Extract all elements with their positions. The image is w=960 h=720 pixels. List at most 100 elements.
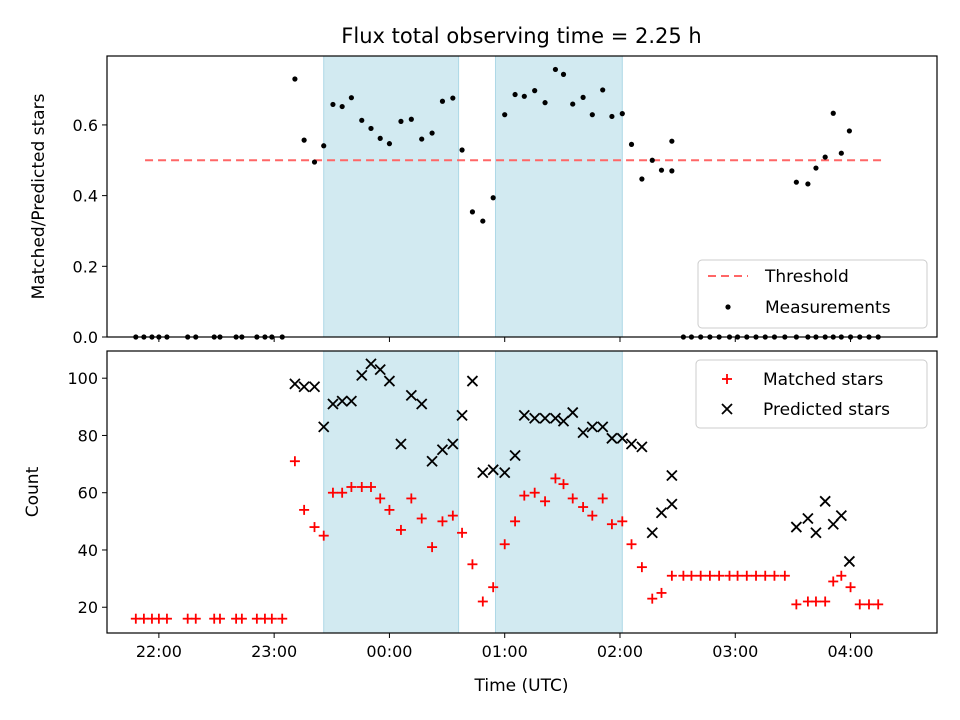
predicted-star-point-b	[646, 527, 658, 539]
matched-star-point	[346, 481, 357, 492]
matched-star-point	[779, 570, 790, 581]
predicted-star-point-b	[577, 426, 589, 439]
predicted-star-point	[646, 527, 658, 539]
measurement-point	[589, 112, 595, 118]
predicted-star-point-b	[416, 398, 428, 410]
matched-star-point	[356, 481, 367, 492]
matched-star-point	[704, 570, 715, 581]
matched-star-point	[567, 493, 578, 504]
measurement-point	[292, 76, 298, 82]
predicted-star-point	[416, 398, 428, 410]
predicted-star-point-b	[606, 432, 618, 444]
matched-star-point	[488, 582, 499, 593]
predicted-star-point-b	[597, 421, 609, 433]
top-y-axis-label: Matched/Predicted stars	[29, 93, 49, 299]
predicted-star-point-b	[835, 509, 847, 522]
predicted-star-point	[426, 455, 438, 467]
predicted-star-point-b	[436, 444, 449, 456]
measurement-point	[649, 157, 655, 163]
measurement-point	[521, 93, 527, 99]
predicted-star-point-b	[518, 409, 530, 422]
measurement-point	[502, 112, 508, 118]
predicted-star-point	[810, 527, 822, 539]
matched-star-point	[318, 530, 329, 541]
matched-star-point	[636, 562, 647, 573]
y-tick-label: 100	[67, 369, 98, 388]
shaded-interval	[494, 350, 623, 634]
predicted-star-point-b	[819, 495, 831, 507]
predicted-star-point-b	[298, 381, 310, 393]
matched-star-point	[289, 456, 300, 467]
measurement-point	[609, 113, 615, 120]
top-axes-frame	[106, 55, 938, 338]
predicted-star-point	[318, 421, 330, 433]
predicted-star-point	[374, 363, 386, 376]
matched-star-point	[416, 513, 427, 524]
measurement-point	[628, 141, 635, 147]
predicted-star-point-b	[374, 363, 386, 376]
bottom-y-ticks: 20 40 60 80 100	[67, 369, 107, 617]
top-shaded-intervals	[323, 55, 623, 338]
matched-star-point	[519, 490, 530, 501]
legend-threshold-label: Threshold	[764, 267, 849, 287]
matched-star-point	[714, 570, 725, 581]
matched-star-point	[656, 587, 667, 598]
matched-star-point	[873, 599, 884, 610]
shaded-interval	[323, 55, 460, 338]
matched-star-point	[457, 527, 468, 538]
predicted-star-point-b	[567, 406, 579, 419]
matched-star-point	[447, 510, 458, 521]
predicted-star-point-b	[466, 375, 479, 387]
legend-measurements-swatch	[725, 304, 731, 310]
measurement-point	[321, 143, 327, 149]
matched-star-point	[769, 570, 780, 581]
matched-star-point	[309, 522, 320, 533]
measurement-point	[822, 154, 828, 160]
matched-star-point	[327, 487, 338, 498]
predicted-star-point	[666, 498, 678, 510]
top-y-ticks: 0.0 0.2 0.4 0.6	[73, 116, 107, 347]
measurement-point	[408, 116, 414, 122]
predicted-star-point	[289, 378, 301, 390]
bottom-axes-frame	[106, 350, 938, 634]
predicted-star-point-b	[308, 381, 321, 393]
predicted-star-point	[802, 512, 814, 525]
measurement-point	[311, 159, 318, 165]
predicted-star-point	[606, 432, 618, 444]
predicted-star-point	[383, 375, 396, 387]
predicted-star-point	[577, 426, 589, 439]
predicted-star-point-b	[336, 395, 348, 407]
predicted-star-point	[843, 555, 856, 568]
legend-predicted-swatch	[721, 403, 733, 415]
measurement-point	[450, 95, 456, 101]
matched-star-point	[540, 496, 551, 507]
measurement-point	[398, 118, 404, 124]
matched-star-point	[854, 599, 865, 610]
x-tick-label: 00:00	[366, 642, 412, 661]
predicted-star-point	[567, 406, 579, 419]
predicted-star-point-b	[477, 467, 489, 479]
matched-star-point	[810, 596, 821, 607]
predicted-star-point-b	[356, 369, 368, 381]
measurement-point	[830, 110, 836, 116]
matched-star-point	[236, 613, 247, 624]
y-tick-label: 80	[78, 426, 98, 445]
predicted-star-point-b	[802, 512, 814, 525]
predicted-star-point-b	[549, 412, 562, 424]
predicted-star-point	[655, 507, 668, 519]
predicted-star-point-b	[318, 421, 330, 433]
measurement-point	[469, 209, 476, 215]
predicted-star-point	[586, 421, 598, 433]
matched-star-point	[161, 613, 172, 624]
measurement-point	[542, 100, 548, 106]
measurement-point	[813, 165, 819, 171]
matched-star-point	[666, 570, 677, 581]
matched-star-point	[427, 542, 438, 553]
measurement-point	[301, 137, 307, 143]
predicted-star-point	[308, 381, 321, 393]
x-tick-label: 04:00	[827, 642, 873, 661]
y-tick-label: 0.2	[73, 257, 98, 276]
measurement-point	[339, 103, 345, 110]
predicted-star-point	[539, 412, 551, 424]
predicted-star-point-b	[426, 455, 438, 467]
